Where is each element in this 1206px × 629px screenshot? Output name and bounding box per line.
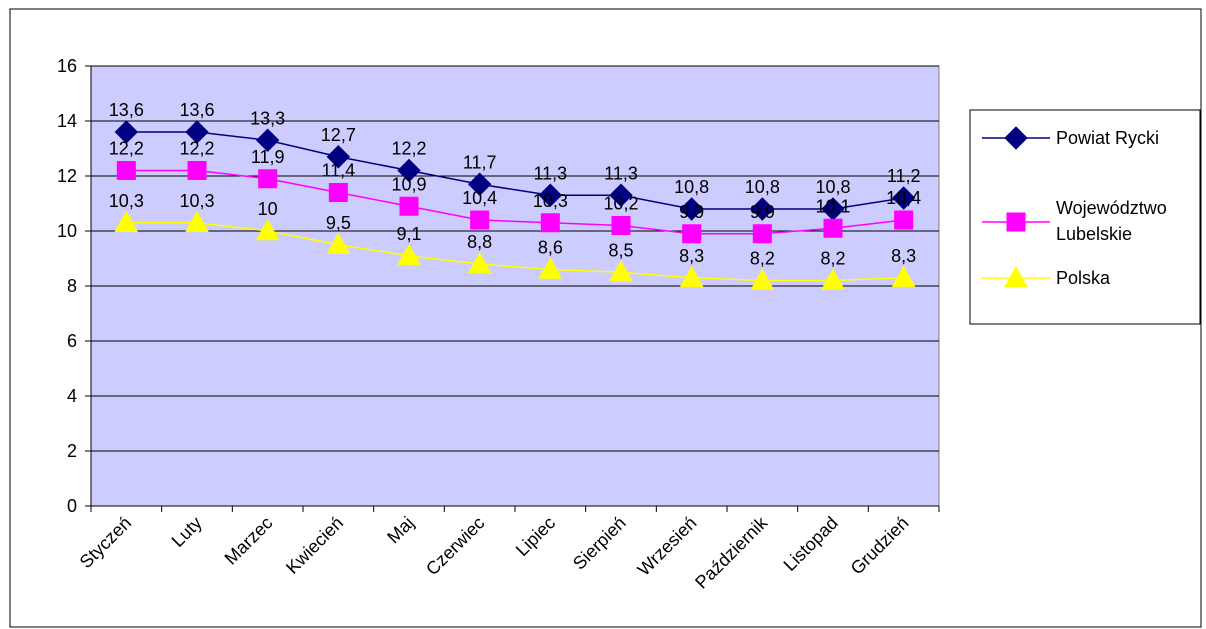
y-tick-label: 12 <box>57 166 77 186</box>
y-tick-label: 2 <box>67 441 77 461</box>
legend-marker-0 <box>1004 126 1028 150</box>
series-markers <box>114 120 916 290</box>
data-point-1-4 <box>399 196 419 216</box>
data-label-2-2: 10 <box>258 199 278 219</box>
data-label-0-1: 13,6 <box>179 100 214 120</box>
data-point-2-10 <box>821 268 845 290</box>
data-point-0-2 <box>255 128 280 152</box>
legend-items: Powiat Rycki Województwo Lubelskie Polska <box>982 126 1167 288</box>
legend-marker-2 <box>1004 265 1028 288</box>
data-point-1-7 <box>611 216 631 235</box>
data-label-0-6: 11,3 <box>533 163 567 183</box>
data-point-0-7 <box>609 183 633 207</box>
legend-label-1: Województwo <box>1056 198 1167 218</box>
data-label-2-0: 10,3 <box>109 191 144 211</box>
series-line-1 <box>126 169 904 235</box>
data-point-1-11 <box>894 210 914 230</box>
legend-label-0: Powiat Rycki <box>1056 128 1159 148</box>
data-label-0-4: 12,2 <box>391 139 426 159</box>
data-label-1-8: 9,9 <box>679 202 704 222</box>
data-label-0-10: 10,8 <box>815 177 850 197</box>
data-label-2-3: 9,5 <box>326 213 351 233</box>
data-point-2-11 <box>891 265 916 288</box>
legend-marker-1 <box>1006 212 1026 232</box>
data-label-0-8: 10,8 <box>674 177 709 197</box>
data-point-2-4 <box>397 243 421 266</box>
data-point-0-8 <box>679 197 704 221</box>
y-tick-label: 16 <box>57 56 77 76</box>
data-label-1-10: 10,1 <box>815 196 850 216</box>
data-point-2-3 <box>326 232 351 255</box>
data-point-0-1 <box>185 120 209 144</box>
data-point-0-11 <box>891 186 916 210</box>
data-label-1-0: 12,2 <box>109 139 144 159</box>
data-label-2-9: 8,2 <box>750 249 775 269</box>
data-label-0-11: 11,2 <box>887 166 921 186</box>
axes <box>85 65 940 512</box>
y-tick-label: 6 <box>67 331 77 351</box>
data-label-1-7: 10,2 <box>603 194 638 214</box>
data-point-2-6 <box>538 257 563 279</box>
legend-label-2: Polska <box>1056 268 1111 288</box>
data-point-1-1 <box>187 161 207 180</box>
data-label-0-2: 13,3 <box>250 108 285 128</box>
y-tick-label: 10 <box>57 221 77 241</box>
data-point-2-8 <box>679 265 704 288</box>
data-labels: 13,6 13,6 13,3 12,7 12,2 11,7 11,3 11,3 10,8 10,8… <box>109 100 921 269</box>
data-label-2-4: 9,1 <box>396 224 421 244</box>
y-tick-label: 14 <box>57 111 77 131</box>
data-point-1-10 <box>823 218 843 238</box>
y-tick-label: 8 <box>67 276 77 296</box>
series-line-0 <box>126 131 904 210</box>
data-label-0-7: 11,3 <box>604 163 638 183</box>
data-point-1-3 <box>328 183 348 202</box>
data-point-0-3 <box>326 145 351 169</box>
data-point-1-6 <box>540 213 560 233</box>
legend: Powiat Rycki Województwo Lubelskie Polska <box>969 109 1201 325</box>
data-point-1-5 <box>470 210 490 230</box>
data-label-2-5: 8,8 <box>467 232 492 252</box>
data-point-2-9 <box>750 268 775 290</box>
data-label-1-1: 12,2 <box>179 139 214 159</box>
data-label-1-9: 9,9 <box>750 202 775 222</box>
data-point-1-0 <box>116 161 136 180</box>
data-point-1-2 <box>258 169 278 189</box>
data-label-1-6: 10,3 <box>533 191 568 211</box>
data-point-2-2 <box>255 218 280 241</box>
data-label-2-8: 8,3 <box>679 246 704 266</box>
data-point-1-8 <box>682 224 702 244</box>
series-lines <box>126 131 904 282</box>
data-label-2-10: 8,2 <box>820 249 845 269</box>
data-label-2-11: 8,3 <box>891 246 916 266</box>
y-tick-label: 0 <box>67 496 77 516</box>
series-line-2 <box>126 222 904 282</box>
data-label-0-0: 13,6 <box>109 100 144 120</box>
data-point-2-5 <box>467 251 492 274</box>
data-label-1-5: 10,4 <box>462 188 497 208</box>
data-label-0-3: 12,7 <box>321 125 356 145</box>
data-point-2-7 <box>609 260 633 282</box>
data-point-0-4 <box>397 158 421 183</box>
data-label-1-3: 11,4 <box>321 161 355 181</box>
data-point-0-5 <box>467 172 492 196</box>
legend-label-1: Lubelskie <box>1056 224 1132 244</box>
y-tick-label: 4 <box>67 386 77 406</box>
data-label-2-1: 10,3 <box>179 191 214 211</box>
data-label-1-11: 10,4 <box>886 188 921 208</box>
data-label-1-2: 11,9 <box>251 147 285 167</box>
data-label-0-9: 10,8 <box>745 177 780 197</box>
data-point-0-9 <box>750 197 775 221</box>
data-point-2-0 <box>114 210 139 233</box>
data-point-2-1 <box>185 210 209 233</box>
data-label-2-6: 8,6 <box>538 238 563 258</box>
data-point-0-6 <box>538 183 563 207</box>
data-label-1-4: 10,9 <box>391 174 426 194</box>
data-label-2-7: 8,5 <box>608 240 633 260</box>
data-point-1-9 <box>752 224 772 244</box>
data-label-0-5: 11,7 <box>463 152 497 172</box>
y-tick-labels: 0 2 4 6 8 10 12 14 16 <box>57 56 77 516</box>
data-point-0-0 <box>114 120 139 144</box>
